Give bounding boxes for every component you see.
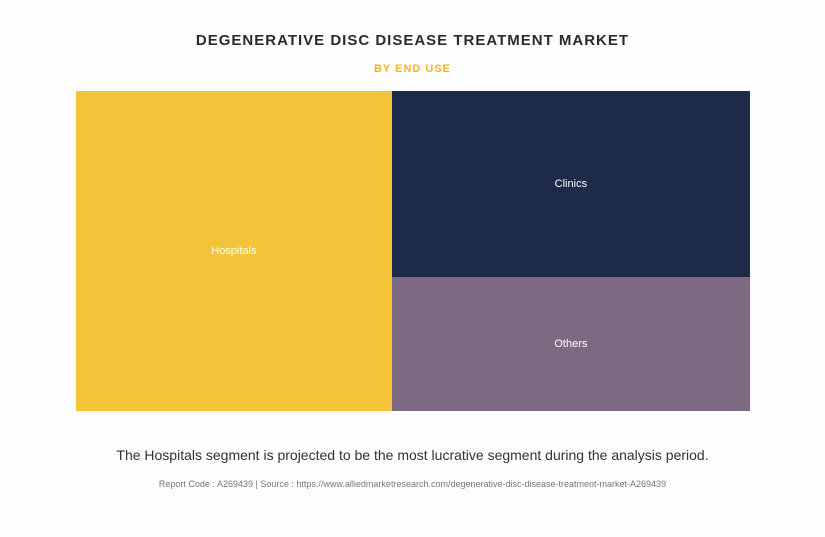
chart-subtitle: BY END USE	[374, 63, 451, 75]
treemap-right-col: Clinics Others	[392, 91, 749, 411]
treemap-left-col: Hospitals	[76, 91, 393, 411]
source-label: Source :	[260, 479, 294, 489]
cell-clinics: Clinics	[392, 91, 749, 277]
cell-clinics-label: Clinics	[555, 178, 587, 190]
cell-hospitals: Hospitals	[76, 91, 393, 411]
report-code-value: A269439	[217, 479, 253, 489]
chart-title: DEGENERATIVE DISC DISEASE TREATMENT MARK…	[196, 32, 629, 49]
caption-text: The Hospitals segment is projected to be…	[116, 447, 708, 463]
treemap: Hospitals Clinics Others	[76, 91, 750, 411]
cell-others-label: Others	[554, 338, 587, 350]
chart-container: DEGENERATIVE DISC DISEASE TREATMENT MARK…	[0, 0, 825, 537]
report-code-label: Report Code :	[159, 479, 215, 489]
cell-others: Others	[392, 277, 749, 411]
footer-line: Report Code : A269439 | Source : https:/…	[159, 479, 666, 489]
cell-hospitals-label: Hospitals	[211, 245, 256, 257]
source-value: https://www.alliedmarketresearch.com/deg…	[296, 479, 666, 489]
